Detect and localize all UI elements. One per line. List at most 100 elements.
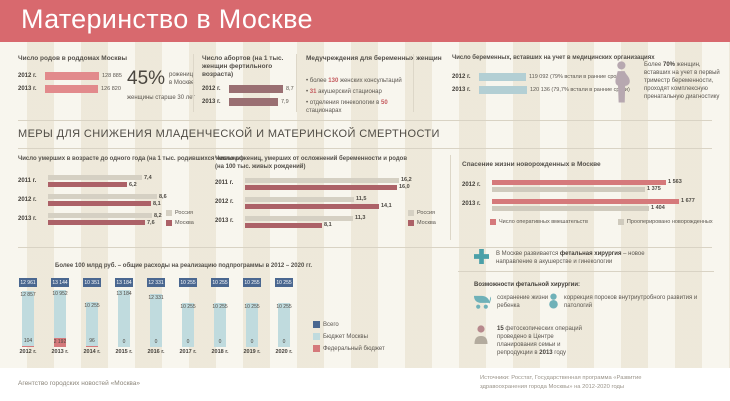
bar-category-label: 2012 г.	[19, 349, 37, 355]
moscow-value-label: 10 255	[84, 303, 100, 309]
footer-sources: Источники: Росстат, Государственная прог…	[480, 375, 642, 390]
bar-category-label: 2011 г.	[215, 180, 234, 186]
budget-bar-stack: 10 255 0	[244, 303, 260, 347]
legend-swatch-moscow	[408, 220, 414, 226]
budget-column: 10 351 10 255 96 2014 г.	[76, 278, 108, 355]
bar	[48, 213, 152, 218]
budget-bar-stack: 10 255 96	[84, 302, 100, 347]
bar-value-label: 11,3	[355, 215, 366, 221]
bar	[229, 98, 278, 107]
legend-swatch-operations	[490, 219, 496, 225]
budget-bar-area: 10 255 0	[180, 289, 196, 347]
bar	[245, 184, 397, 190]
bar-category-label: 2013 г.	[462, 201, 481, 208]
bar	[245, 215, 353, 221]
legend-swatch-federal-budget	[313, 345, 320, 352]
bar	[48, 201, 151, 206]
chart-row: 2013 г. 126 820	[18, 85, 188, 94]
legend-swatch-total	[313, 321, 320, 328]
budget-bar-stack: 10 952 2 192	[52, 290, 68, 347]
bar-category-label: 2012 г.	[215, 199, 234, 205]
bar	[229, 85, 283, 94]
budget-bar-area: 12 331 0	[148, 289, 164, 347]
chart-row: 1 404	[492, 205, 724, 211]
list-item: • отделения гинекологии в 50 стационарах	[306, 100, 388, 115]
chart-group: 2012 г. 11,5 14,1	[215, 196, 445, 209]
bar-value-label: 8,1	[153, 200, 161, 207]
chart-group: 2012 г. 1 563 1 375	[462, 179, 724, 192]
bar-category-label: 2016 г.	[147, 349, 165, 355]
moscow-value-label: 12 331	[148, 295, 164, 301]
moscow-budget-bar	[22, 291, 34, 346]
moscow-value-label: 10 255	[244, 304, 260, 310]
budget-bar-area: 10 952 2 192	[52, 289, 68, 347]
maternal-mortality-title: Число рожениц, умерших от осложнений бер…	[215, 156, 408, 170]
bar	[492, 179, 666, 185]
bar	[245, 177, 399, 183]
total-value-box: 10 255	[243, 278, 261, 287]
maternal-mortality-legend: Россия Москва	[408, 210, 436, 230]
stat-percent-side-text: рожениц в Москве	[169, 72, 195, 86]
bar-category-label: 2013 г.	[202, 99, 221, 106]
federal-budget-bar	[22, 346, 34, 347]
moscow-budget-bar	[278, 303, 290, 347]
bar-value-label: 8,6	[159, 193, 167, 200]
bar-value-label: 128 885	[102, 73, 122, 80]
budget-column: 13 184 13 184 0 2015 г.	[108, 278, 140, 355]
chart-group: 2012 г. 8,6 8,1	[18, 194, 218, 207]
moscow-value-label: 10 952	[52, 291, 68, 297]
fetal-item-save-life: сохранение жизни ребенка	[497, 295, 549, 310]
moscow-budget-bar	[182, 303, 194, 347]
budget-column: 10 255 10 255 0 2017 г.	[172, 278, 204, 355]
budget-bar-stack: 10 255 0	[180, 303, 196, 347]
footer: Агентство городских новостей «Москва» Ис…	[0, 368, 730, 401]
bar	[245, 203, 379, 209]
federal-budget-bar	[86, 346, 98, 347]
chart-row: 14,1	[245, 203, 445, 209]
budget-bar-stack: 10 255 0	[276, 303, 292, 347]
federal-value-label: 0	[122, 339, 126, 345]
pregnant-woman-icon	[615, 61, 630, 103]
bar-value-label: 16,2	[401, 177, 412, 183]
registered-section: Число беременных, вставших на учет в мед…	[452, 55, 655, 99]
list-item: • более 130 женских консультаций	[306, 78, 402, 85]
legend-entry: Россия	[166, 210, 194, 216]
bar-value-label: 7,6	[147, 219, 155, 226]
infographic-body: Число родов в роддомах Москвы 2012 г. 128…	[0, 42, 730, 368]
divider-horizontal	[18, 148, 712, 149]
divider-vertical	[296, 54, 297, 112]
chart-row: 2013 г. 120 136 (79,7% встали в ранние ср…	[452, 85, 630, 94]
total-value-box: 10 255	[275, 278, 293, 287]
bar-category-label: 2019 г.	[243, 349, 261, 355]
bar-category-label: 2012 г.	[452, 73, 471, 80]
abortions-chart: 2012 г. 8,7 2013 г. 7,9	[202, 85, 297, 107]
med-institutions-title: Медучреждения для беременных женщин	[306, 55, 442, 62]
budget-column: 10 255 10 255 0 2020 г.	[268, 278, 300, 355]
legend-swatch-moscow	[166, 220, 172, 226]
bar-category-label: 2020 г.	[275, 349, 293, 355]
bar-category-label: 2011 г.	[18, 177, 37, 184]
chart-group: 2013 г. 1 677 1 404	[462, 198, 724, 211]
maternal-mortality-section: Число рожениц, умерших от осложнений бер…	[215, 156, 445, 234]
moscow-budget-bar	[214, 303, 226, 347]
chart-row: 7,6	[48, 220, 218, 226]
federal-value-label: 0	[282, 339, 286, 345]
divider-vertical	[413, 54, 414, 112]
bar-category-label: 2012 г.	[202, 86, 221, 93]
medical-cross-icon	[474, 249, 489, 264]
registered-chart: 2012 г. 119 092 (79% встали в ранние срок…	[452, 72, 630, 94]
chart-row: 1 375	[492, 186, 724, 192]
stat-percent-value: 45%	[127, 68, 166, 89]
divider-horizontal	[458, 271, 714, 272]
section-heading: МЕРЫ ДЛЯ СНИЖЕНИЯ МЛАДЕНЧЕСКОЙ И МАТЕРИН…	[18, 128, 440, 140]
total-value-box: 10 255	[179, 278, 197, 287]
bar-category-label: 2013 г.	[452, 86, 471, 93]
med-institutions-list: • более 130 женских консультаций • 31 ак…	[306, 77, 408, 115]
federal-value-label: 0	[154, 339, 158, 345]
budget-chart: 12 961 12 857 104 2012 г. 13 144 10 952 2 192 2…	[12, 278, 300, 355]
chart-row: 2013 г. 7,9	[202, 98, 297, 107]
baby-carriage-icon	[473, 295, 491, 309]
divider-horizontal	[18, 120, 712, 121]
budget-column: 13 144 10 952 2 192 2013 г.	[44, 278, 76, 355]
newborn-surgery-title: Спасение жизни новорожденных в Москве	[462, 161, 601, 168]
